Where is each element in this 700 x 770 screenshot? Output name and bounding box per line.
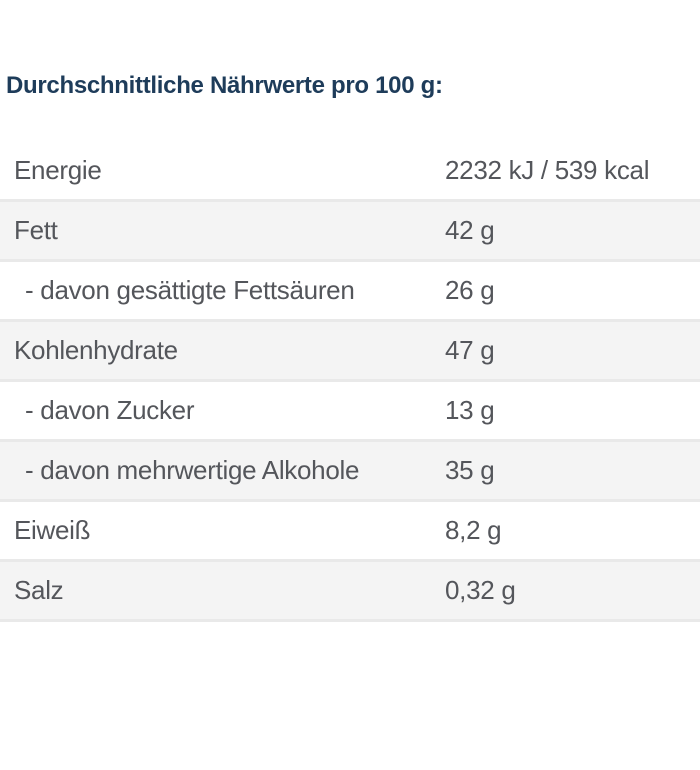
nutrient-label: - davon Zucker	[25, 395, 195, 425]
nutrient-value: 26 g	[445, 275, 495, 305]
table-row: Fett 42 g	[0, 202, 700, 262]
nutrient-label: Kohlenhydrate	[14, 335, 178, 365]
nutrient-value: 0,32 g	[445, 575, 516, 605]
nutrient-value: 2232 kJ / 539 kcal	[445, 155, 650, 185]
table-row: Eiweiß 8,2 g	[0, 502, 700, 562]
table-row: Salz 0,32 g	[0, 562, 700, 622]
nutrition-table-title: Durchschnittliche Nährwerte pro 100 g:	[6, 72, 443, 99]
table-row: - davon gesättigte Fettsäuren 26 g	[0, 262, 700, 322]
nutrient-label: Energie	[14, 155, 102, 185]
nutrient-label: - davon gesättigte Fettsäuren	[25, 275, 355, 305]
nutrient-label: Eiweiß	[14, 515, 91, 545]
nutrition-facts-page: Durchschnittliche Nährwerte pro 100 g: E…	[0, 70, 700, 770]
nutrition-table: Energie 2232 kJ / 539 kcal Fett 42 g - d…	[0, 142, 700, 622]
table-row: - davon Zucker 13 g	[0, 382, 700, 442]
nutrient-value: 8,2 g	[445, 515, 502, 545]
table-row: Energie 2232 kJ / 539 kcal	[0, 142, 700, 202]
nutrient-value: 47 g	[445, 335, 495, 365]
table-row: - davon mehrwertige Alkohole 35 g	[0, 442, 700, 502]
nutrient-label: - davon mehrwertige Alkohole	[25, 455, 360, 485]
nutrient-value: 42 g	[445, 215, 495, 245]
nutrient-value: 35 g	[445, 455, 495, 485]
nutrient-label: Salz	[14, 575, 64, 605]
table-row: Kohlenhydrate 47 g	[0, 322, 700, 382]
nutrient-label: Fett	[14, 215, 58, 245]
nutrient-value: 13 g	[445, 395, 495, 425]
